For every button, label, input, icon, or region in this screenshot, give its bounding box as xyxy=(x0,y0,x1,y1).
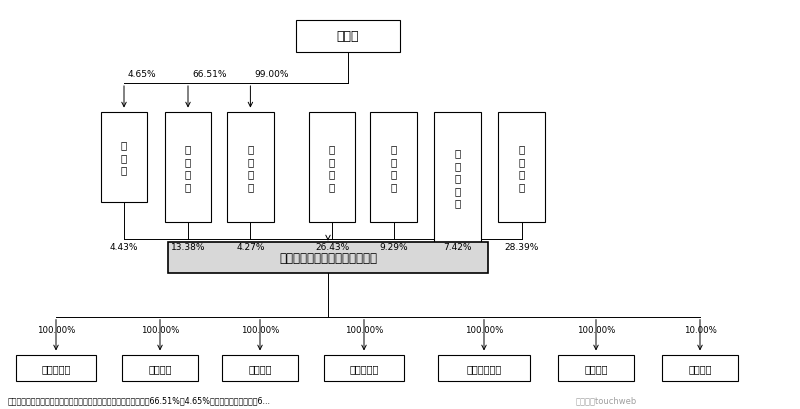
Text: 100.00%: 100.00% xyxy=(241,325,279,334)
Text: 4.65%: 4.65% xyxy=(128,70,157,79)
Text: 合肥华恒: 合肥华恒 xyxy=(148,363,172,373)
Bar xyxy=(498,112,545,223)
Bar xyxy=(309,112,355,223)
Bar xyxy=(438,355,530,381)
Text: 马
鞍
山
基
石: 马 鞍 山 基 石 xyxy=(454,148,461,208)
Text: 巴彦淖尔华恒: 巴彦淖尔华恒 xyxy=(466,363,502,373)
Text: 兴
和
投
资: 兴 和 投 资 xyxy=(390,144,397,191)
Text: 其
他
股
东: 其 他 股 东 xyxy=(518,144,525,191)
Bar xyxy=(165,112,211,223)
Text: 100.00%: 100.00% xyxy=(465,325,503,334)
Bar xyxy=(558,355,634,381)
Text: 江
苏
高
投: 江 苏 高 投 xyxy=(329,144,335,191)
Bar xyxy=(122,355,198,381)
Bar xyxy=(370,112,417,223)
Text: 注：根据三和投资合伙协议约定，郭恒华、张学礼的出资比例分别为66.51%、4.65%，收益分配比例分别为6...: 注：根据三和投资合伙协议约定，郭恒华、张学礼的出资比例分别为66.51%、4.6… xyxy=(8,396,271,405)
Bar xyxy=(16,355,96,381)
Bar xyxy=(168,242,488,273)
Text: 100.00%: 100.00% xyxy=(577,325,615,334)
Bar xyxy=(662,355,738,381)
Text: 28.39%: 28.39% xyxy=(505,243,538,252)
Text: 秦皇岛沣瑞: 秦皇岛沣瑞 xyxy=(350,363,378,373)
Text: 4.43%: 4.43% xyxy=(110,243,138,252)
Text: 4.27%: 4.27% xyxy=(236,243,265,252)
Text: 66.51%: 66.51% xyxy=(192,70,226,79)
Bar xyxy=(324,355,404,381)
Text: 郭恒华: 郭恒华 xyxy=(337,30,359,43)
Bar xyxy=(222,355,298,381)
Bar xyxy=(227,112,274,223)
Text: 13.38%: 13.38% xyxy=(170,243,206,252)
Text: 26.43%: 26.43% xyxy=(315,243,349,252)
Text: 7.42%: 7.42% xyxy=(443,243,472,252)
Bar xyxy=(434,112,481,243)
Text: 张
学
礼: 张 学 礼 xyxy=(121,140,127,175)
Text: 秦皇岛华恒: 秦皇岛华恒 xyxy=(42,363,70,373)
Text: 99.00%: 99.00% xyxy=(254,70,289,79)
Text: 9.29%: 9.29% xyxy=(379,243,408,252)
Bar xyxy=(101,112,147,202)
Text: 三
和
投
资: 三 和 投 资 xyxy=(185,144,191,191)
Text: 上海沣融: 上海沣融 xyxy=(248,363,272,373)
Text: 100.00%: 100.00% xyxy=(345,325,383,334)
Text: 南阳沣益: 南阳沣益 xyxy=(584,363,608,373)
Text: 恒
润
华
业: 恒 润 华 业 xyxy=(247,144,254,191)
Text: 100.00%: 100.00% xyxy=(37,325,75,334)
Text: 10.00%: 10.00% xyxy=(683,325,717,334)
Text: 微信号：touchweb: 微信号：touchweb xyxy=(576,396,638,405)
Text: 100.00%: 100.00% xyxy=(141,325,179,334)
Text: 天工生物: 天工生物 xyxy=(688,363,712,373)
Text: 安徽华恒生物科技股份有限公司: 安徽华恒生物科技股份有限公司 xyxy=(279,251,377,264)
Bar xyxy=(296,20,400,53)
